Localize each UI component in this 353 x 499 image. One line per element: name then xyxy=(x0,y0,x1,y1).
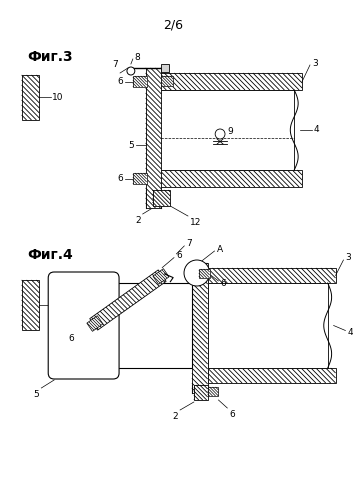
Bar xyxy=(208,283,328,368)
Bar xyxy=(98,283,192,368)
Text: 7: 7 xyxy=(186,240,192,249)
Text: 2: 2 xyxy=(135,216,141,225)
Text: 2: 2 xyxy=(173,412,178,421)
Text: 10: 10 xyxy=(52,300,64,309)
Circle shape xyxy=(215,129,225,139)
Bar xyxy=(146,68,161,208)
Bar xyxy=(208,387,219,396)
Bar xyxy=(160,170,302,187)
Bar xyxy=(208,368,336,383)
Text: 3: 3 xyxy=(312,58,318,67)
Polygon shape xyxy=(87,316,103,331)
Bar xyxy=(161,64,169,72)
Bar xyxy=(208,268,336,283)
Text: 4: 4 xyxy=(314,126,319,135)
Bar xyxy=(194,385,208,400)
Text: Фиг.4: Фиг.4 xyxy=(28,248,73,262)
Circle shape xyxy=(127,67,135,75)
Text: 8: 8 xyxy=(135,52,140,61)
Text: 9: 9 xyxy=(227,128,233,137)
Text: 6: 6 xyxy=(117,174,123,183)
Bar xyxy=(22,75,40,120)
Text: 5: 5 xyxy=(34,390,40,399)
Text: 6: 6 xyxy=(229,410,235,419)
Bar xyxy=(160,90,294,170)
Circle shape xyxy=(184,260,210,286)
Bar xyxy=(152,190,170,206)
Bar xyxy=(192,263,208,393)
Text: 6: 6 xyxy=(68,334,74,343)
Text: 6: 6 xyxy=(117,77,123,86)
Polygon shape xyxy=(153,268,169,284)
Bar xyxy=(160,73,302,90)
Bar xyxy=(22,280,40,330)
Polygon shape xyxy=(90,270,166,330)
Text: 6: 6 xyxy=(176,251,182,260)
Text: 6: 6 xyxy=(220,278,226,287)
Bar xyxy=(133,173,146,184)
Bar xyxy=(133,76,146,87)
Text: 4: 4 xyxy=(347,328,353,337)
Text: 2/6: 2/6 xyxy=(163,18,183,31)
Text: Фиг.3: Фиг.3 xyxy=(28,50,73,64)
FancyBboxPatch shape xyxy=(48,272,119,379)
Bar xyxy=(199,269,210,278)
Text: 5: 5 xyxy=(128,141,134,150)
Text: 3: 3 xyxy=(345,253,351,262)
Text: 10: 10 xyxy=(52,92,64,101)
Text: 12: 12 xyxy=(190,218,201,227)
Bar xyxy=(161,76,173,86)
Text: A: A xyxy=(216,245,223,253)
Text: 7: 7 xyxy=(112,59,118,68)
